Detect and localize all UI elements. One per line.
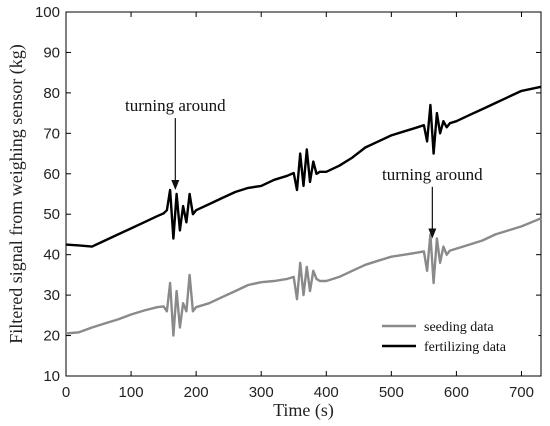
x-tick-label: 700 [509,384,534,401]
y-tick-label: 20 [43,328,60,345]
y-tick-label: 100 [35,4,60,21]
annotations: turning around turning around [125,96,483,239]
legend: seeding data fertilizing data [377,313,539,361]
y-axis: 10 20 30 40 50 60 70 80 90 100 [35,4,541,385]
series-line-0 [65,217,542,337]
annotation-arrowhead-1 [428,228,437,239]
annotation-label-0: turning around [125,96,226,115]
legend-box [377,313,539,361]
annotation-label-1: turning around [382,165,483,184]
x-tick-label: 500 [379,384,404,401]
x-tick-label: 0 [62,384,70,401]
x-tick-label: 100 [119,384,144,401]
y-tick-label: 60 [43,166,60,183]
legend-label-0: seeding data [424,320,494,335]
y-tick-label: 10 [43,368,60,385]
y-tick-label: 40 [43,247,60,264]
x-axis: 0 100 200 300 400 500 600 700 [62,12,534,401]
y-tick-label: 80 [43,85,60,102]
y-tick-label: 30 [43,287,60,304]
x-tick-label: 600 [444,384,469,401]
y-tick-label: 50 [43,206,60,223]
series-line-1 [65,85,542,248]
y-tick-label: 70 [43,125,60,142]
x-axis-title: Time (s) [273,400,334,421]
x-tick-label: 200 [184,384,209,401]
legend-label-1: fertilizing data [424,340,507,355]
x-tick-label: 400 [314,384,339,401]
y-axis-title: Filtered signal from weighing sensor (kg… [6,44,27,343]
annotation-arrowhead-0 [171,179,180,190]
x-tick-label: 300 [249,384,274,401]
y-tick-label: 90 [43,44,60,61]
series-layer [65,85,542,337]
